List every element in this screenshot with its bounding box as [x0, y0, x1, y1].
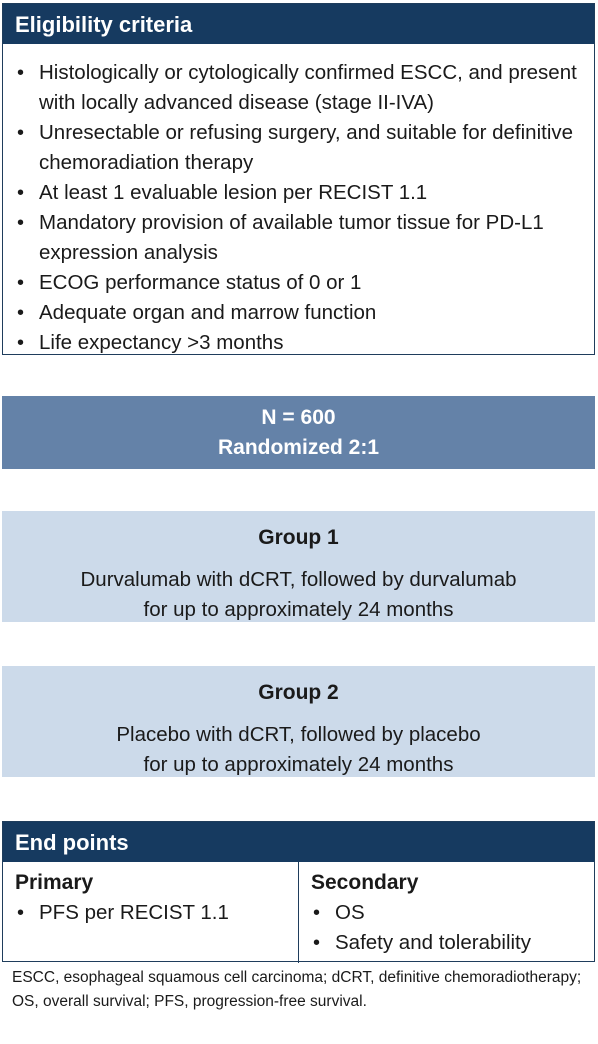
primary-column: Primary PFS per RECIST 1.1 [3, 862, 298, 963]
eligibility-item: Adequate organ and marrow function [15, 298, 586, 328]
group-1-line-1: Durvalumab with dCRT, followed by durval… [80, 568, 517, 591]
eligibility-item: Mandatory provision of available tumor t… [15, 208, 586, 268]
group-2-line-1: Placebo with dCRT, followed by placebo [116, 723, 481, 746]
randomization-ratio: Randomized 2:1 [217, 435, 380, 459]
eligibility-item: ECOG performance status of 0 or 1 [15, 268, 586, 298]
endpoints-columns: Primary PFS per RECIST 1.1 Secondary OS … [3, 862, 594, 963]
group-2-line-2: for up to approximately 24 months [143, 753, 454, 776]
eligibility-title: Eligibility criteria [3, 4, 594, 44]
secondary-item: Safety and tolerability [311, 928, 594, 958]
sample-size: N = 600 [261, 405, 336, 429]
eligibility-box: Eligibility criteria Histologically or c… [2, 3, 595, 358]
group-2-box: Group 2 Placebo with dCRT, followed by p… [2, 666, 595, 777]
group-1-line-2: for up to approximately 24 months [143, 598, 454, 621]
primary-item: PFS per RECIST 1.1 [15, 898, 298, 928]
secondary-column: Secondary OS Safety and tolerability [298, 862, 594, 963]
eligibility-item: At least 1 evaluable lesion per RECIST 1… [15, 178, 586, 208]
group-1-box: Group 1 Durvalumab with dCRT, followed b… [2, 511, 595, 622]
eligibility-item: Histologically or cytologically confirme… [15, 58, 586, 118]
eligibility-list: Histologically or cytologically confirme… [3, 44, 594, 358]
group-1-title: Group 1 [258, 526, 339, 549]
group-2-title: Group 2 [258, 681, 339, 704]
secondary-list: OS Safety and tolerability [311, 898, 594, 958]
randomization-box: N = 600 Randomized 2:1 [2, 396, 595, 469]
endpoints-title: End points [3, 822, 594, 862]
secondary-item: OS [311, 898, 594, 928]
endpoints-box: End points Primary PFS per RECIST 1.1 Se… [2, 821, 595, 963]
primary-title: Primary [15, 871, 94, 894]
footnote: ESCC, esophageal squamous cell carcinoma… [12, 969, 582, 1010]
eligibility-item: Life expectancy >3 months [15, 328, 586, 358]
secondary-title: Secondary [311, 871, 419, 894]
primary-list: PFS per RECIST 1.1 [15, 898, 298, 928]
eligibility-item: Unresectable or refusing surgery, and su… [15, 118, 586, 178]
